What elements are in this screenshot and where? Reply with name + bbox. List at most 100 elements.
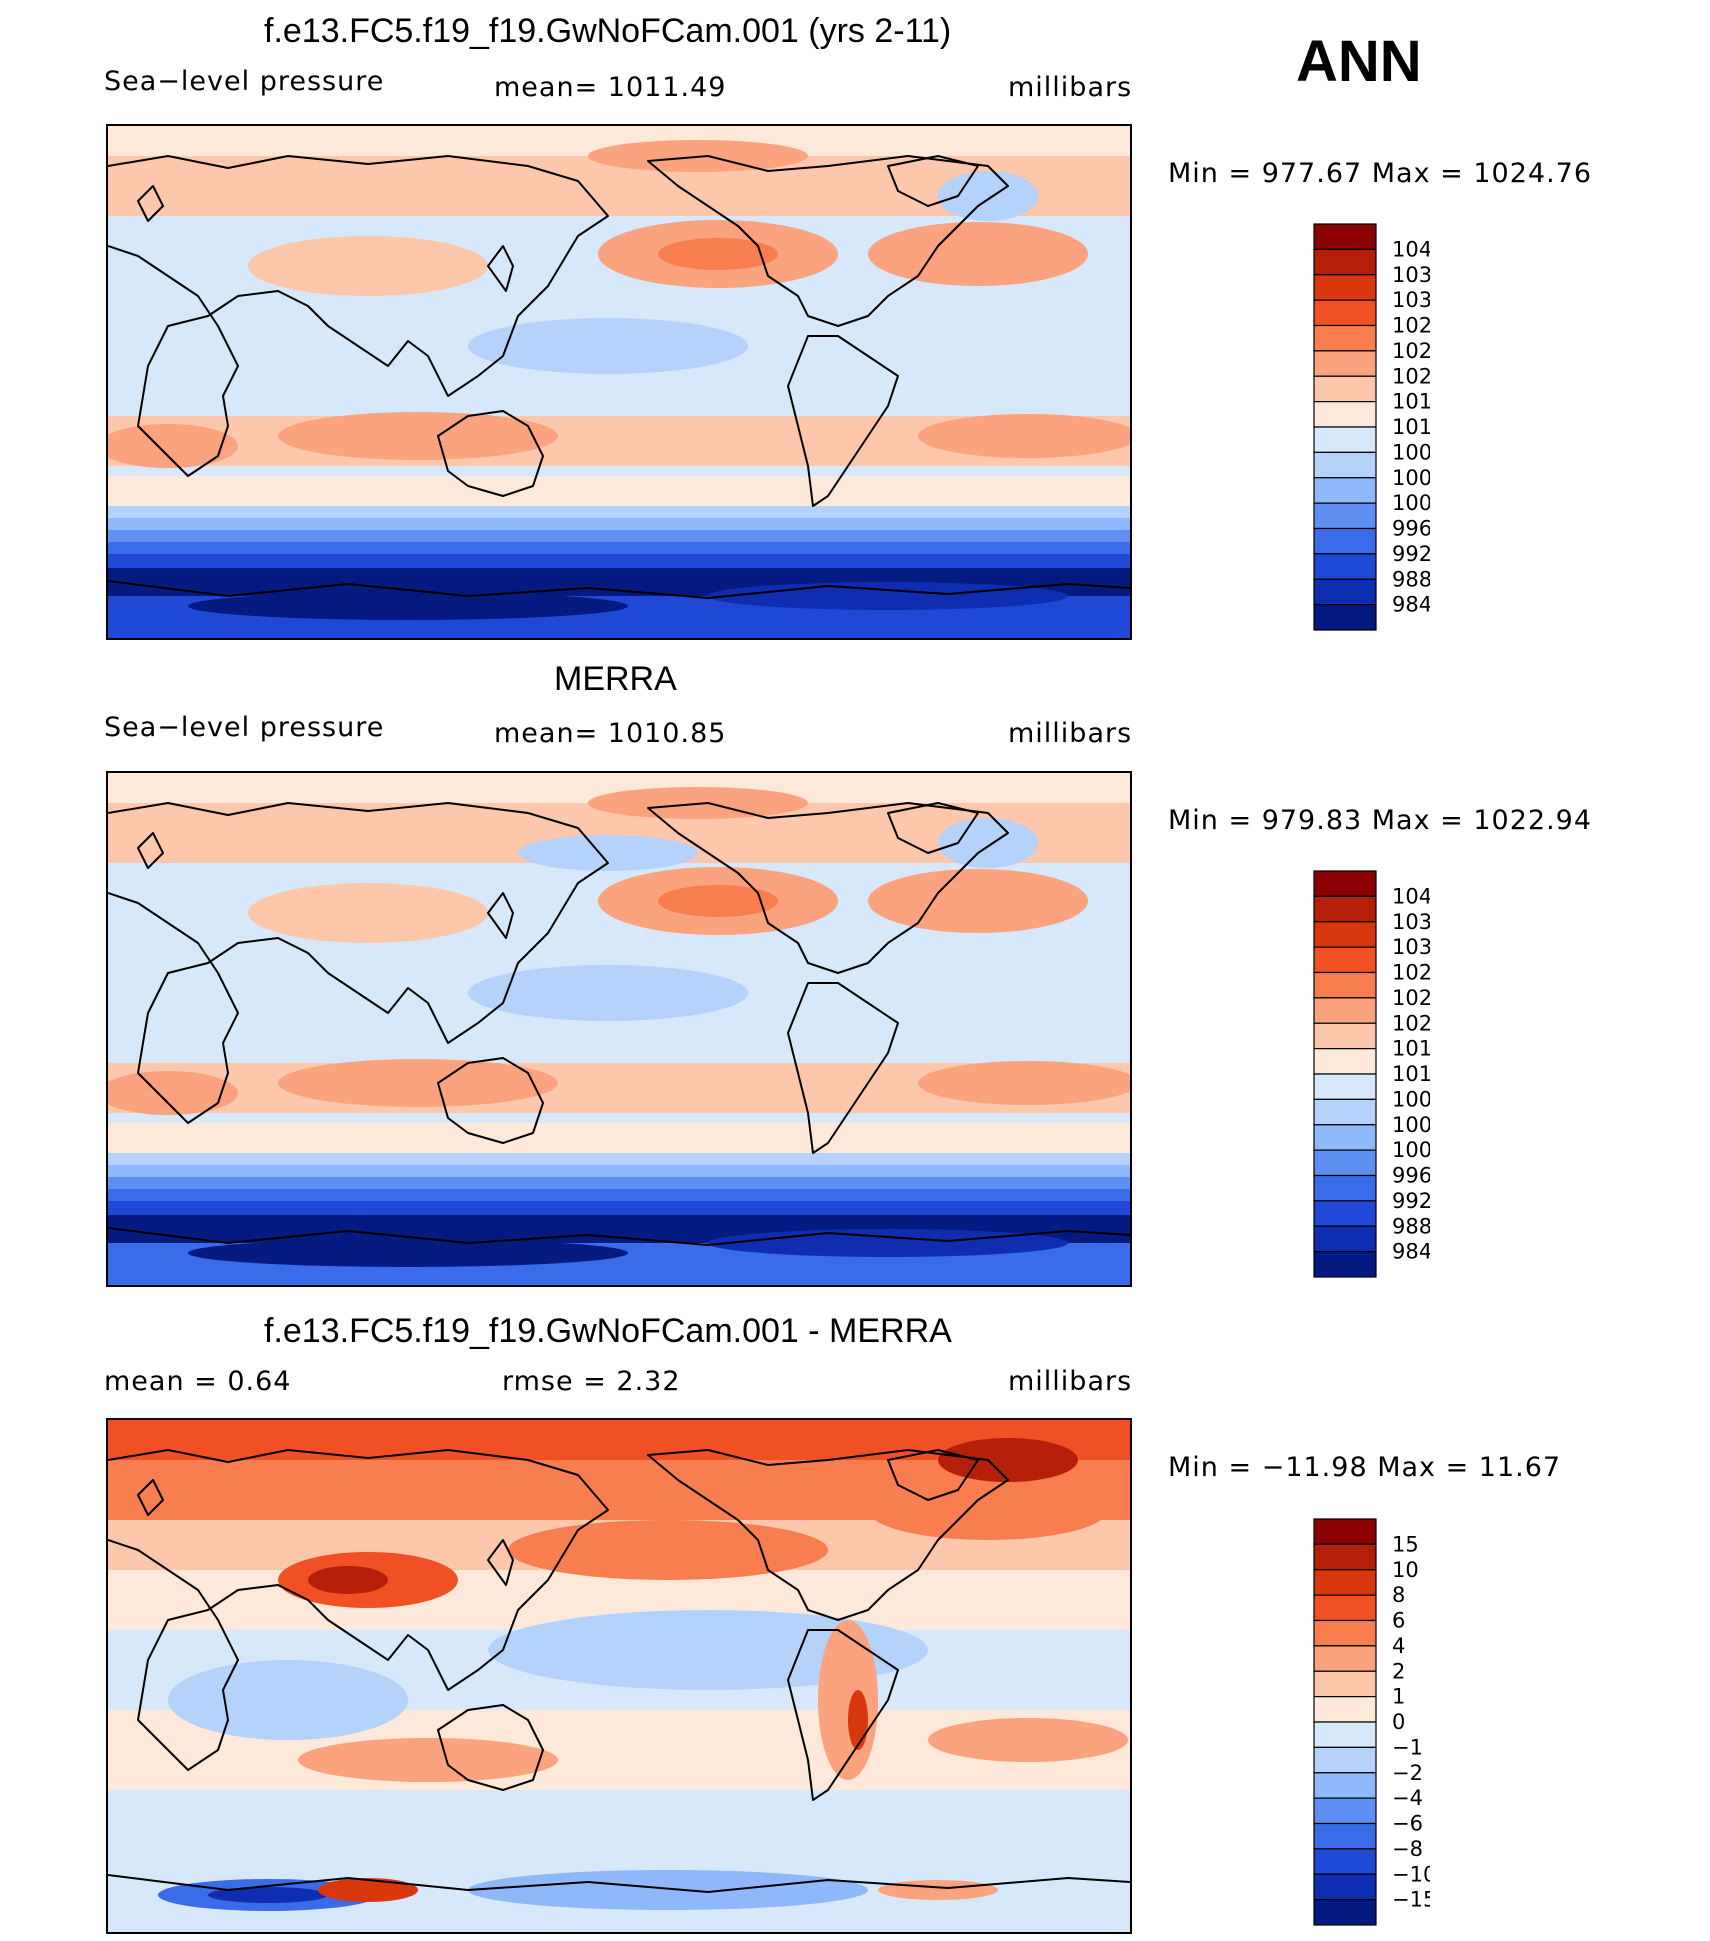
colorbar-swatch [1313,527,1377,555]
contour-map [108,1420,1130,1932]
colorbar-label: 10 [1392,1558,1419,1582]
contour-region [938,1438,1078,1482]
mean-label: mean= 1010.85 [494,718,727,749]
contour-region [818,1620,878,1780]
colorbar-label: 1 [1392,1685,1405,1709]
contour-band [108,1165,1130,1177]
coastline [887,155,979,207]
colorbar-label: 1004 [1392,466,1430,490]
contour-region [928,1718,1128,1762]
contour-region [298,1738,558,1782]
colorbar-swatch [1313,870,1377,897]
contour-region [278,1059,558,1107]
colorbar-swatch [1313,223,1377,250]
colorbar-label: −15 [1392,1888,1430,1912]
contour-region [658,238,778,270]
contour-band [108,554,1130,568]
contour-region [248,236,488,296]
contour-region [248,883,488,943]
contour-region [308,1566,388,1594]
contour-band [108,1201,1130,1215]
contour-region [918,1061,1130,1105]
coastline [487,892,514,939]
contour-region [188,592,628,620]
colorbar-label: 1032 [1392,935,1430,959]
contour-region [868,869,1088,933]
colorbar-label: −4 [1392,1786,1423,1810]
colorbar-label: 996 [1392,1164,1430,1188]
contour-band [108,1153,1130,1165]
coastline [787,1629,899,1801]
colorbar-swatch [1313,1022,1377,1050]
colorbar-swatch [1313,1848,1377,1875]
colorbar-swatch [1313,426,1377,453]
colorbar-label: 0 [1392,1710,1405,1734]
colorbar-label: 1024 [1392,339,1430,363]
colorbar-swatch [1313,477,1377,504]
colorbar-swatch [1313,1670,1377,1698]
colorbar-swatch [1313,1721,1377,1748]
colorbar-swatch [1313,401,1377,428]
colorbar-label: −6 [1392,1812,1423,1836]
variable-label: Sea−level pressure [104,712,385,743]
colorbar-label: 992 [1392,1189,1430,1213]
colorbar-label: 1040 [1392,237,1430,261]
panel-title: f.e13.FC5.f19_f19.GwNoFCam.001 (yrs 2-11… [264,12,952,50]
colorbar-swatch [1313,1200,1377,1227]
colorbar-swatch [1313,553,1377,580]
contour-region [468,1870,868,1910]
colorbar-swatch [1313,1149,1377,1177]
mean-label: mean= 1011.49 [494,72,727,103]
colorbar-label: 1036 [1392,910,1430,934]
colorbar-swatch [1313,1696,1377,1723]
colorbar-swatch [1313,274,1377,301]
contour-region [108,424,238,468]
colorbar-swatch [1313,502,1377,530]
colorbar-swatch [1313,895,1377,923]
colorbar-swatch [1313,1797,1377,1825]
contour-region [708,582,1068,610]
colorbar-swatch [1313,299,1377,327]
units-label: millibars [1008,718,1133,749]
contour-band [108,506,1130,518]
colorbar-label: 996 [1392,517,1430,541]
colorbar-label: 6 [1392,1609,1405,1633]
min-max-label: Min = −11.98 Max = 11.67 [1168,1452,1562,1483]
contour-region [918,414,1130,458]
coastline [108,155,609,477]
coastline [108,1449,609,1771]
colorbar-swatch [1313,1251,1377,1278]
contour-region [108,1071,238,1115]
contour-region [168,1660,408,1740]
colorbar-label: −10 [1392,1862,1430,1886]
colorbar-swatch [1313,1174,1377,1202]
coastline [647,155,1009,327]
colorbar-swatch [1313,1124,1377,1151]
contour-band [108,530,1130,542]
colorbar-label: 984 [1392,1240,1430,1264]
contour-map [108,773,1130,1285]
colorbar-label: 988 [1392,567,1430,591]
colorbar-label: 15 [1392,1532,1419,1556]
coastline [108,1874,1130,1893]
map-plot [106,771,1132,1287]
colorbar-swatch [1313,1594,1377,1622]
coastline [487,245,514,292]
contour-band [108,518,1130,530]
contour-region [938,171,1038,221]
coastline [137,832,164,869]
colorbar-label: 1016 [1392,1037,1430,1061]
colorbar-swatch [1313,451,1377,479]
colorbar-label: 1040 [1392,884,1430,908]
colorbar-label: 1004 [1392,1113,1430,1137]
colorbar-swatch [1313,1048,1377,1075]
colorbar-swatch [1313,1772,1377,1799]
colorbar-swatch [1313,1098,1377,1126]
colorbar-label: 1008 [1392,1087,1430,1111]
variable-label: Sea−level pressure [104,66,385,97]
units-label: millibars [1008,1366,1133,1397]
contour-band [108,1189,1130,1201]
contour-band [108,476,1130,506]
colorbar-label: 984 [1392,593,1430,617]
